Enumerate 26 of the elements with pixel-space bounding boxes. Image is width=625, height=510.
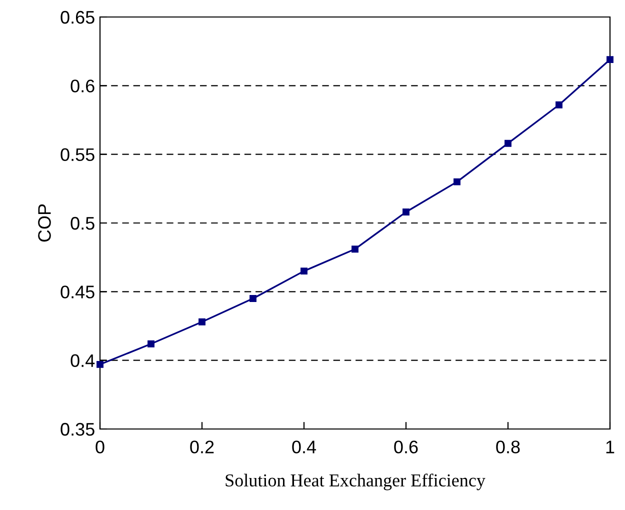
- x-tick-label: 1: [606, 440, 614, 454]
- point: [402, 208, 410, 216]
- y-tick-label: 0.5: [70, 216, 94, 230]
- y-tick-label: 0.6: [70, 80, 94, 92]
- x-tick-label: 0.6: [394, 440, 418, 454]
- y-tick-label: 0.45: [60, 286, 94, 298]
- point: [96, 360, 104, 368]
- point: [198, 318, 206, 326]
- point: [454, 178, 460, 186]
- y-tick-label: 0.4: [70, 354, 95, 368]
- y-axis-title: COP: [38, 204, 51, 242]
- point: [352, 246, 358, 253]
- x-axis-title: Solution Heat Exchanger Efficiency: [226, 474, 486, 490]
- y-tick-label: 0.35: [60, 422, 94, 436]
- point: [606, 56, 614, 64]
- x-tick-label: 0.4: [292, 440, 316, 454]
- x-tick-label: 0.2: [190, 440, 214, 454]
- point: [504, 140, 512, 147]
- point: [556, 101, 562, 108]
- point: [250, 295, 256, 302]
- y-tick-label: 0.65: [60, 10, 94, 24]
- x-tick-label: 0.8: [496, 440, 520, 454]
- point: [148, 340, 154, 348]
- point: [300, 268, 308, 275]
- y-tick-label: 0.55: [60, 148, 94, 162]
- x-tick-label: 0: [96, 440, 104, 454]
